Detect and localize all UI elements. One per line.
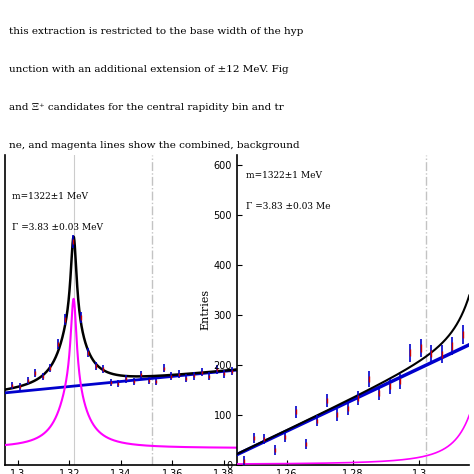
Text: m=1322±1 MeV: m=1322±1 MeV xyxy=(12,192,88,201)
Text: unction with an additional extension of ±12 MeV. Fig: unction with an additional extension of … xyxy=(9,65,289,74)
Y-axis label: Entries: Entries xyxy=(201,289,211,330)
Text: this extraction is restricted to the base width of the hyp: this extraction is restricted to the bas… xyxy=(9,27,304,36)
Text: ne, and magenta lines show the combined, background: ne, and magenta lines show the combined,… xyxy=(9,140,300,149)
Text: Γ =3.83 ±0.03 MeV: Γ =3.83 ±0.03 MeV xyxy=(12,223,103,232)
Text: Γ =3.83 ±0.03 Me: Γ =3.83 ±0.03 Me xyxy=(246,201,331,210)
Text: and Ξ⁺ candidates for the central rapidity bin and tr: and Ξ⁺ candidates for the central rapidi… xyxy=(9,103,284,112)
Text: m=1322±1 MeV: m=1322±1 MeV xyxy=(246,171,322,180)
